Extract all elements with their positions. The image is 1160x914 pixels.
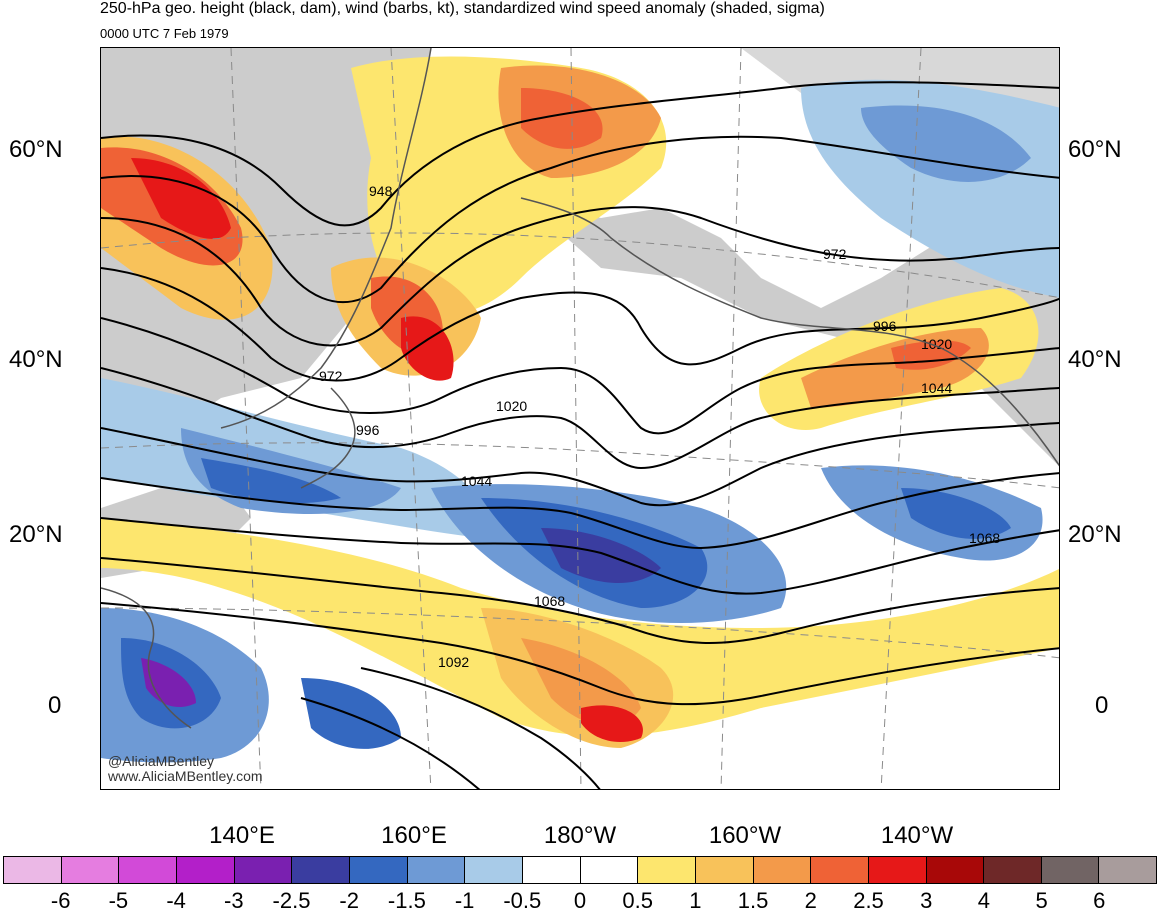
colorbar-tick-label: -5 xyxy=(108,888,129,913)
colorbar-tick-label: 0 xyxy=(573,888,587,913)
colorbar-swatch xyxy=(119,857,177,883)
colorbar-tick-label: 1.5 xyxy=(737,888,769,913)
colorbar-swatch xyxy=(61,857,120,883)
map-title: 250-hPa geo. height (black, dam), wind (… xyxy=(100,0,825,17)
contour-label: 996 xyxy=(356,422,380,438)
colorbar-tick-label: -4 xyxy=(166,888,186,913)
contour-label: 1068 xyxy=(534,593,565,609)
contour-label: 1020 xyxy=(496,398,527,414)
colorbar-tick-label: 2 xyxy=(804,888,817,913)
map-panel: 948 972 996 1020 1044 1068 1092 972 996 … xyxy=(100,47,1060,790)
lon-label: 160°E xyxy=(381,822,447,849)
colorbar-tick-label: -6 xyxy=(50,888,71,913)
colorbar-swatch xyxy=(4,857,62,883)
map-canvas: 948 972 996 1020 1044 1068 1092 972 996 … xyxy=(101,48,1059,789)
lat-label-right: 20°N xyxy=(1068,521,1122,548)
lat-label-left: 20°N xyxy=(9,521,63,548)
contour-label: 1092 xyxy=(438,654,469,670)
map-valid-time: 0000 UTC 7 Feb 1979 xyxy=(100,26,229,41)
colorbar-swatch xyxy=(465,857,523,883)
colorbar-tick-label: 0.5 xyxy=(622,888,653,913)
colorbar-swatch xyxy=(234,857,293,883)
contour-label: 996 xyxy=(873,318,897,334)
colorbar-tick-label: -0.5 xyxy=(503,888,542,913)
contour-label: 1020 xyxy=(921,336,952,352)
colorbar-tick-label: -3 xyxy=(224,888,244,913)
author-website: www.AliciaMBentley.com xyxy=(108,768,263,784)
lat-label-right: 60°N xyxy=(1068,136,1122,163)
contour-label: 972 xyxy=(823,246,847,262)
colorbar-tick-label: 1 xyxy=(689,888,702,913)
contour-label: 948 xyxy=(369,183,393,199)
colorbar-swatch xyxy=(407,857,466,883)
lat-label-right: 0 xyxy=(1095,692,1109,719)
positive-anomaly-shading xyxy=(101,56,1059,748)
lon-label: 140°E xyxy=(209,822,275,849)
colorbar-tick-label: -1 xyxy=(454,888,475,913)
contour-label: 1068 xyxy=(969,530,1000,546)
colorbar-swatch xyxy=(176,857,235,883)
lat-label-left: 60°N xyxy=(9,136,63,163)
colorbar-swatch xyxy=(638,857,696,883)
colorbar-swatch xyxy=(522,857,581,883)
colorbar-tick-label: 6 xyxy=(1093,888,1106,913)
colorbar-swatch xyxy=(984,857,1042,883)
colorbar-tick-label: 2.5 xyxy=(853,888,884,913)
lat-label-left: 40°N xyxy=(9,346,63,373)
contour-label: 1044 xyxy=(461,473,492,489)
colorbar-tick-label: -2 xyxy=(339,888,359,913)
colorbar-tick-label: -2.5 xyxy=(272,888,311,913)
colorbar-swatch xyxy=(926,857,985,883)
author-handle: @AliciaMBentley xyxy=(108,753,215,769)
colorbar-tick-label: -1.5 xyxy=(387,888,426,913)
colorbar-swatch xyxy=(349,857,408,883)
coastlines xyxy=(101,48,1059,729)
colorbar-swatch xyxy=(868,857,927,883)
lat-label-right: 40°N xyxy=(1068,346,1122,373)
colorbar-swatch xyxy=(1099,857,1157,883)
lat-label-left: 0 xyxy=(48,692,62,719)
lon-label: 140°W xyxy=(880,822,954,849)
colorbar-swatch xyxy=(811,857,869,883)
contour-label: 1044 xyxy=(921,380,952,396)
lon-label: 160°W xyxy=(708,822,782,849)
colorbar-swatch xyxy=(292,857,350,883)
colorbar-tick-label: 3 xyxy=(920,888,933,913)
lon-label: 180°W xyxy=(543,822,617,849)
colorbar-swatch xyxy=(753,857,812,883)
colorbar-tick-label: 5 xyxy=(1035,888,1048,913)
colorbar-tick-label: 4 xyxy=(977,888,991,913)
colorbar xyxy=(3,856,1157,884)
colorbar-swatch xyxy=(695,857,754,883)
contour-value-labels: 948 972 996 1020 1044 1068 1092 972 996 … xyxy=(319,183,1000,670)
contour-label: 972 xyxy=(319,368,343,384)
height-contours xyxy=(101,81,1059,789)
colorbar-swatch xyxy=(1041,857,1100,883)
colorbar-swatch xyxy=(580,857,639,883)
negative-anomaly-shading xyxy=(101,79,1059,763)
